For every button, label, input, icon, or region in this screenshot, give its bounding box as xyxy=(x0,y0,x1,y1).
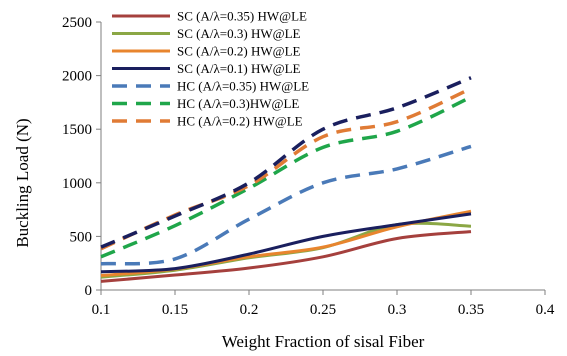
x-tick-label: 0.2 xyxy=(240,302,259,318)
legend: SC (A/λ=0.35) HW@LE SC (A/λ=0.3) HW@LE SC … xyxy=(112,9,309,129)
legend-label-2: SC (A/λ=0.3) HW@LE xyxy=(177,26,301,41)
x-tick-label: 0.4 xyxy=(536,302,555,318)
legend-label-6: HC (A/λ=0.3)HW@LE xyxy=(177,96,299,111)
y-tick-label: 0 xyxy=(85,283,93,299)
series-line-5 xyxy=(100,144,472,266)
x-tick-label: 0.25 xyxy=(310,302,336,318)
x-tick-label: 0.1 xyxy=(92,302,111,318)
series-line-6 xyxy=(100,95,472,259)
legend-label-3: SC (A/λ=0.2) HW@LE xyxy=(177,44,301,59)
y-tick-label: 1500 xyxy=(62,122,92,138)
axis-titles: Weight Fraction of sisal Fiber Buckling … xyxy=(13,118,425,351)
series-line-8 xyxy=(100,76,472,249)
y-tick-label: 500 xyxy=(70,229,93,245)
legend-label-4: SC (A/λ=0.1) HW@LE xyxy=(177,61,301,76)
x-axis-title: Weight Fraction of sisal Fiber xyxy=(222,332,425,351)
series-line-4 xyxy=(100,212,472,274)
legend-label-5: HC (A/λ=0.35) HW@LE xyxy=(177,79,309,94)
y-axis-title: Buckling Load (N) xyxy=(13,118,32,247)
x-tick-label: 0.3 xyxy=(388,302,407,318)
y-tick-label: 1000 xyxy=(62,176,92,192)
legend-label-7: HC (A/λ=0.2) HW@LE xyxy=(177,114,303,129)
series-lines xyxy=(100,76,472,283)
legend-label-1: SC (A/λ=0.35) HW@LE xyxy=(177,9,307,24)
y-tick-label: 2500 xyxy=(62,15,92,31)
x-tick-label: 0.35 xyxy=(458,302,484,318)
y-tick-label: 2000 xyxy=(62,69,92,85)
series-line-1 xyxy=(100,230,472,283)
x-tick-label: 0.15 xyxy=(162,302,188,318)
axes: 0 500 1000 1500 2000 2500 0.1 0.15 0.2 0.25 0.3 0.3… xyxy=(62,15,555,318)
series-line-7 xyxy=(100,86,472,251)
